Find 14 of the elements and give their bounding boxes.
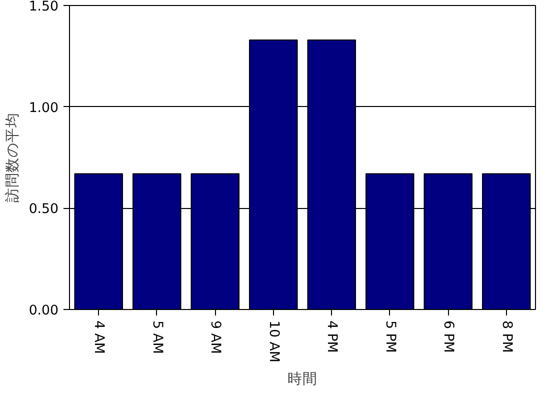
- x-tick-label: 4 PM: [324, 320, 340, 353]
- x-tick-label: 5 AM: [149, 320, 164, 354]
- y-tick-label: 0.50: [28, 202, 59, 218]
- x-tick-label: 10 AM: [266, 320, 281, 362]
- y-tick-label: 0.00: [28, 304, 59, 318]
- x-tick-label: 9 AM: [208, 320, 223, 354]
- x-axis-title: 時間: [288, 370, 318, 388]
- y-axis-title: 訪問数の平均: [4, 112, 21, 202]
- x-tick-label: 5 PM: [382, 320, 398, 353]
- x-tick-label: 4 AM: [91, 320, 106, 354]
- y-tick-label: 1.50: [28, 0, 59, 14]
- x-tick-label: 8 PM: [498, 320, 514, 353]
- y-tick-label: 1.00: [28, 100, 59, 116]
- x-tick-label: 6 PM: [440, 320, 456, 353]
